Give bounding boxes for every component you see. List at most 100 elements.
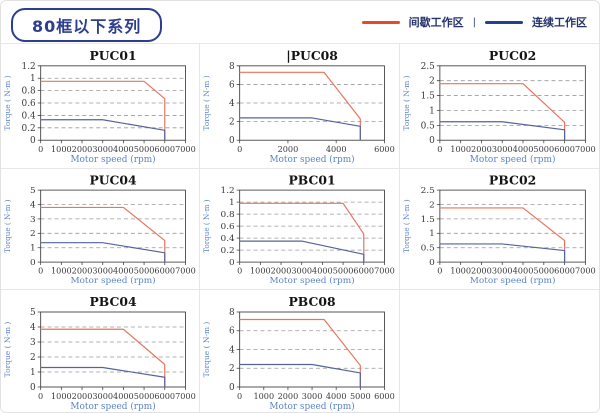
svg-text:3000: 3000 (491, 144, 512, 154)
continuous-legend-swatch (485, 20, 523, 24)
svg-text:4000: 4000 (512, 267, 533, 276)
svg-text:0: 0 (30, 136, 36, 146)
svg-text:1.2: 1.2 (22, 62, 36, 72)
continuous-series-line (40, 242, 166, 263)
svg-text:0: 0 (38, 267, 43, 276)
svg-text:6000: 6000 (154, 391, 175, 401)
svg-text:1000: 1000 (51, 267, 72, 276)
svg-text:1000: 1000 (250, 267, 271, 276)
svg-text:3: 3 (30, 338, 36, 348)
svg-text:1000: 1000 (254, 391, 275, 401)
topbar: 80框以下系列 间歇工作区 | 连续工作区 (1, 1, 599, 43)
chart-title: PUC04 (89, 174, 136, 188)
svg-text:7000: 7000 (374, 267, 395, 276)
intermittent-series-line (40, 80, 166, 141)
svg-text:6000: 6000 (554, 267, 575, 276)
svg-text:2000: 2000 (72, 391, 93, 401)
svg-text:7000: 7000 (575, 267, 596, 276)
continuous-series-line (40, 119, 166, 141)
svg-text:1: 1 (30, 74, 36, 84)
svg-text:5000: 5000 (533, 144, 554, 154)
series-badge[interactable]: 80框以下系列 (11, 8, 163, 42)
y-axis-label: Torque ( N-m ) (3, 75, 12, 130)
svg-text:0: 0 (229, 136, 235, 146)
svg-text:1.2: 1.2 (221, 186, 235, 196)
svg-text:5000: 5000 (134, 144, 155, 154)
svg-text:5000: 5000 (333, 267, 354, 276)
torque-speed-chart: PBC04 0 1 2 3 4 5 0 1000 2000 3000 4000 5000 6000 7000… (3, 294, 196, 412)
svg-text:4000: 4000 (326, 391, 347, 401)
svg-text:0: 0 (437, 267, 442, 276)
svg-text:0.6: 0.6 (22, 99, 36, 109)
svg-text:4: 4 (229, 345, 235, 355)
svg-text:2: 2 (429, 201, 435, 211)
intermittent-series-line (40, 328, 166, 387)
chart-cell-pbc04: PBC04 0 1 2 3 4 5 0 1000 2000 3000 4000 5000 6000 7000… (1, 290, 201, 412)
y-gridlines (239, 84, 385, 123)
intermittent-series-line (239, 71, 362, 141)
svg-text:3000: 3000 (92, 391, 113, 401)
svg-text:0: 0 (38, 144, 43, 154)
svg-text:0.2: 0.2 (22, 124, 36, 134)
chart-title: PBC02 (489, 174, 536, 188)
svg-text:6000: 6000 (374, 144, 395, 154)
x-axis-ticks: 0 1000 2000 3000 4000 5000 6000 7000 (38, 140, 196, 154)
svg-text:2: 2 (30, 353, 36, 363)
svg-text:0: 0 (437, 144, 442, 154)
x-axis-ticks: 0 1000 2000 3000 4000 5000 6000 7000 (38, 262, 196, 276)
plot-border (439, 65, 586, 141)
svg-text:0.8: 0.8 (22, 87, 36, 97)
svg-text:0: 0 (30, 383, 36, 393)
svg-text:6000: 6000 (354, 267, 375, 276)
svg-text:6: 6 (229, 327, 235, 337)
y-gridlines (40, 326, 186, 373)
y-axis-ticks: 0 2 4 6 8 (229, 62, 240, 146)
chart-title: PUC01 (89, 48, 136, 63)
x-axis-label: Motor speed (rpm) (469, 275, 555, 286)
svg-text:1000: 1000 (450, 144, 471, 154)
plot-border (40, 311, 186, 388)
y-axis-ticks: 0 0.5 1 1.5 2 2.5 (420, 62, 440, 146)
y-axis-ticks: 0 0.2 0.4 0.6 0.8 1 1.2 (22, 62, 41, 146)
svg-text:1000: 1000 (51, 391, 72, 401)
svg-text:0: 0 (38, 391, 43, 401)
svg-text:1: 1 (30, 368, 36, 378)
svg-text:1: 1 (229, 198, 235, 208)
torque-speed-chart: PUC02 0 0.5 1 1.5 2 2.5 0 1000 2000 3000 4000 5000 60… (402, 48, 596, 165)
svg-text:2000: 2000 (471, 144, 492, 154)
svg-text:7000: 7000 (575, 144, 596, 154)
x-axis-label: Motor speed (rpm) (270, 401, 355, 412)
svg-text:0.5: 0.5 (420, 121, 434, 131)
svg-text:0: 0 (237, 391, 242, 401)
svg-text:3000: 3000 (292, 267, 313, 276)
y-gridlines (40, 77, 186, 129)
chart-title: PUC02 (489, 48, 536, 63)
y-axis-label: Torque ( N-m ) (402, 75, 411, 130)
svg-text:4000: 4000 (512, 144, 533, 154)
svg-text:0: 0 (429, 136, 435, 146)
svg-text:1: 1 (30, 244, 36, 254)
svg-text:4: 4 (30, 323, 36, 333)
svg-text:1: 1 (429, 229, 435, 239)
svg-text:5000: 5000 (533, 267, 554, 276)
svg-text:0: 0 (30, 258, 36, 268)
continuous-series-line (439, 243, 565, 263)
y-gridlines (439, 204, 586, 249)
y-axis-label: Torque ( N-m ) (202, 322, 211, 378)
y-axis-ticks: 0 2 4 6 8 (229, 308, 240, 393)
continuous-series-line (239, 117, 362, 141)
continuous-series-line (439, 121, 565, 141)
y-gridlines (439, 80, 586, 126)
svg-text:0.2: 0.2 (221, 246, 235, 256)
svg-text:6000: 6000 (154, 144, 175, 154)
svg-text:0.4: 0.4 (22, 111, 36, 121)
svg-text:4000: 4000 (312, 267, 333, 276)
svg-text:0.4: 0.4 (221, 234, 236, 244)
intermittent-legend-label: 间歇工作区 (408, 16, 464, 29)
svg-text:8: 8 (229, 308, 235, 318)
svg-text:5: 5 (30, 308, 36, 318)
continuous-legend-label: 连续工作区 (532, 16, 587, 29)
x-axis-ticks: 0 1000 2000 3000 4000 5000 6000 7000 (237, 262, 395, 276)
empty-cell (399, 290, 599, 412)
